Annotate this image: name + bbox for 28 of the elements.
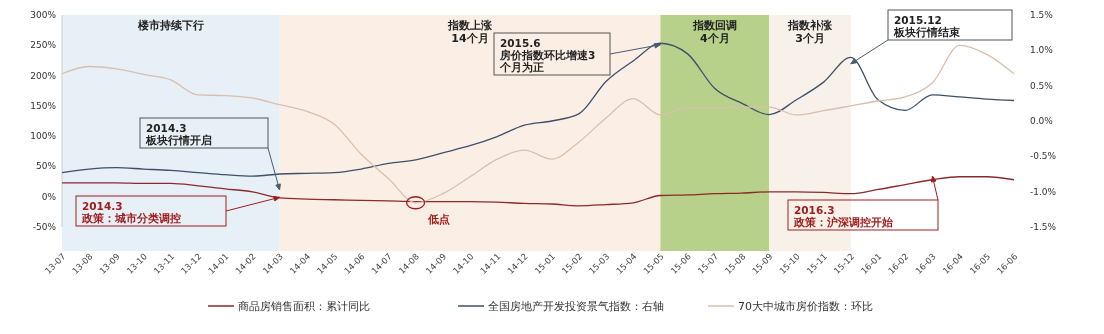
y-tick-label: -50% (32, 222, 57, 232)
annotation: 2015.6 房价指数环比增速3 个月为正 (499, 37, 596, 73)
annotation: 2014.3 板块行情开启 (145, 122, 212, 146)
annotation: 低点 (426, 212, 450, 226)
annotation: 2016.3 政策：沪深调控开始 (793, 204, 894, 228)
y2-tick-label: 1.5% (1030, 10, 1054, 20)
y-tick-label: 100% (30, 131, 57, 142)
annotation: 2014.3 政策：城市分类调控 (81, 200, 181, 224)
y2-tick-label: 1.0% (1030, 45, 1054, 56)
band-label: 指数上涨 14个月 (447, 19, 493, 45)
y2-tick-label: -0.5% (1030, 151, 1057, 162)
band-label: 楼市持续下行 (136, 19, 204, 32)
y-tick-label: 50% (35, 161, 57, 172)
legend-label: 全国房地产开发投资景气指数：右轴 (488, 300, 664, 313)
y2-tick-label: 0.0% (1030, 116, 1054, 126)
y-tick-label: 0% (41, 191, 57, 202)
y2-tick-label: -1.0% (1030, 186, 1057, 197)
y-tick-label: 250% (30, 40, 57, 51)
y-tick-label: 150% (30, 100, 57, 111)
y-tick-label: 200% (30, 70, 57, 81)
band-label: 指数回调 4个月 (691, 19, 737, 45)
annotation: 2015.12 板块行情结束 (893, 14, 960, 38)
y-tick-label: 300% (30, 10, 57, 20)
legend-label: 70大中城市房价指数：环比 (738, 300, 873, 313)
legend-label: 商品房销售面积：累计同比 (238, 300, 370, 313)
y2-tick-label: 0.5% (1030, 80, 1054, 91)
y2-tick-label: -1.5% (1030, 222, 1057, 232)
band-label: 指数补涨 3个月 (787, 19, 833, 45)
